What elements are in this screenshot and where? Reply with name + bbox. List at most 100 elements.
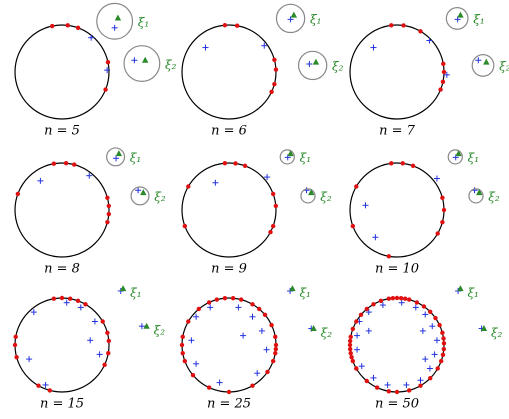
red-point <box>268 229 273 235</box>
red-point <box>265 369 270 375</box>
red-point <box>374 385 380 390</box>
blue-cross <box>87 337 94 344</box>
blue-cross <box>354 332 361 339</box>
red-point <box>50 23 55 29</box>
blue-cross <box>422 356 429 363</box>
panel-label: n = 5 <box>44 124 80 139</box>
red-point <box>440 352 446 357</box>
blue-cross <box>111 24 118 31</box>
blue-cross <box>138 323 145 330</box>
blue-cross <box>63 299 70 306</box>
blue-cross <box>426 365 433 372</box>
red-point <box>441 69 447 75</box>
red-point <box>105 219 110 225</box>
red-point <box>59 295 65 301</box>
panel-label: n = 6 <box>211 124 247 139</box>
red-point <box>428 376 433 381</box>
ring <box>130 186 150 206</box>
red-point <box>106 203 112 209</box>
red-point <box>222 295 228 301</box>
unit-circle <box>181 297 277 393</box>
red-point <box>100 319 105 324</box>
xi-label: ξ₁ <box>473 13 484 27</box>
ring <box>471 54 495 77</box>
blue-cross <box>96 351 103 358</box>
red-point <box>349 354 354 360</box>
red-point <box>83 302 88 307</box>
red-point <box>401 23 406 28</box>
xi-label: ξ₁ <box>300 151 311 165</box>
red-point <box>179 342 185 348</box>
blue-cross <box>30 309 37 316</box>
blue-cross <box>433 175 440 182</box>
red-point <box>433 315 438 321</box>
red-point <box>421 304 427 309</box>
blue-cross <box>188 337 195 344</box>
blue-cross <box>384 381 391 388</box>
red-point <box>196 306 201 312</box>
ring <box>445 7 469 30</box>
blue-cross <box>88 34 95 41</box>
red-point <box>214 297 220 302</box>
red-point <box>354 184 359 189</box>
ring <box>447 149 463 165</box>
red-point <box>262 312 268 317</box>
red-point <box>270 191 276 197</box>
xi-label: ξ₂ <box>499 60 509 74</box>
blue-cross <box>261 42 268 49</box>
red-point <box>14 354 19 360</box>
red-point <box>440 219 445 225</box>
unit-circle <box>349 162 445 258</box>
red-point <box>441 341 447 346</box>
blue-cross <box>263 346 270 353</box>
blue-cross <box>91 318 98 325</box>
xi-triangle <box>289 285 296 292</box>
unit-circle <box>181 162 277 258</box>
blue-cross <box>193 360 200 367</box>
red-point <box>250 302 255 307</box>
blue-cross <box>419 327 426 334</box>
red-point <box>438 358 444 364</box>
red-point <box>354 319 359 324</box>
xi-triangle <box>455 150 462 157</box>
blue-cross <box>306 61 313 68</box>
red-point <box>186 184 191 189</box>
red-point <box>364 306 369 312</box>
blue-cross <box>249 313 256 320</box>
blue-cross <box>216 379 223 386</box>
blue-cross <box>429 323 436 330</box>
red-point <box>106 350 111 356</box>
xi-triangle <box>312 58 320 65</box>
blue-cross <box>77 304 84 311</box>
panel-label: n = 10 <box>375 262 419 277</box>
blue-cross <box>86 172 93 179</box>
red-point <box>435 231 440 236</box>
blue-cross <box>365 327 372 334</box>
red-point <box>272 81 277 87</box>
red-point <box>386 296 392 301</box>
red-point <box>378 298 384 304</box>
xi-triangle <box>119 285 127 292</box>
red-point <box>358 312 364 317</box>
blue-cross <box>372 234 379 241</box>
red-point <box>414 300 420 305</box>
xi-triangle <box>457 285 464 292</box>
blue-cross <box>475 57 482 64</box>
xi-triangle <box>483 58 490 65</box>
red-point <box>65 23 70 28</box>
red-point <box>75 25 81 31</box>
blue-cross <box>113 155 120 162</box>
red-point <box>233 161 238 166</box>
blue-cross <box>365 309 372 316</box>
xi-label: ξ₁ <box>467 286 478 300</box>
ring <box>275 3 306 34</box>
blue-cross <box>284 154 291 161</box>
xi-label: ξ₂ <box>332 60 344 74</box>
xi-triangle <box>140 189 147 196</box>
xi-label: ξ₂ <box>491 326 503 340</box>
red-point <box>230 295 236 301</box>
red-point <box>242 163 248 169</box>
red-point <box>51 161 57 166</box>
unit-circle <box>14 297 110 393</box>
